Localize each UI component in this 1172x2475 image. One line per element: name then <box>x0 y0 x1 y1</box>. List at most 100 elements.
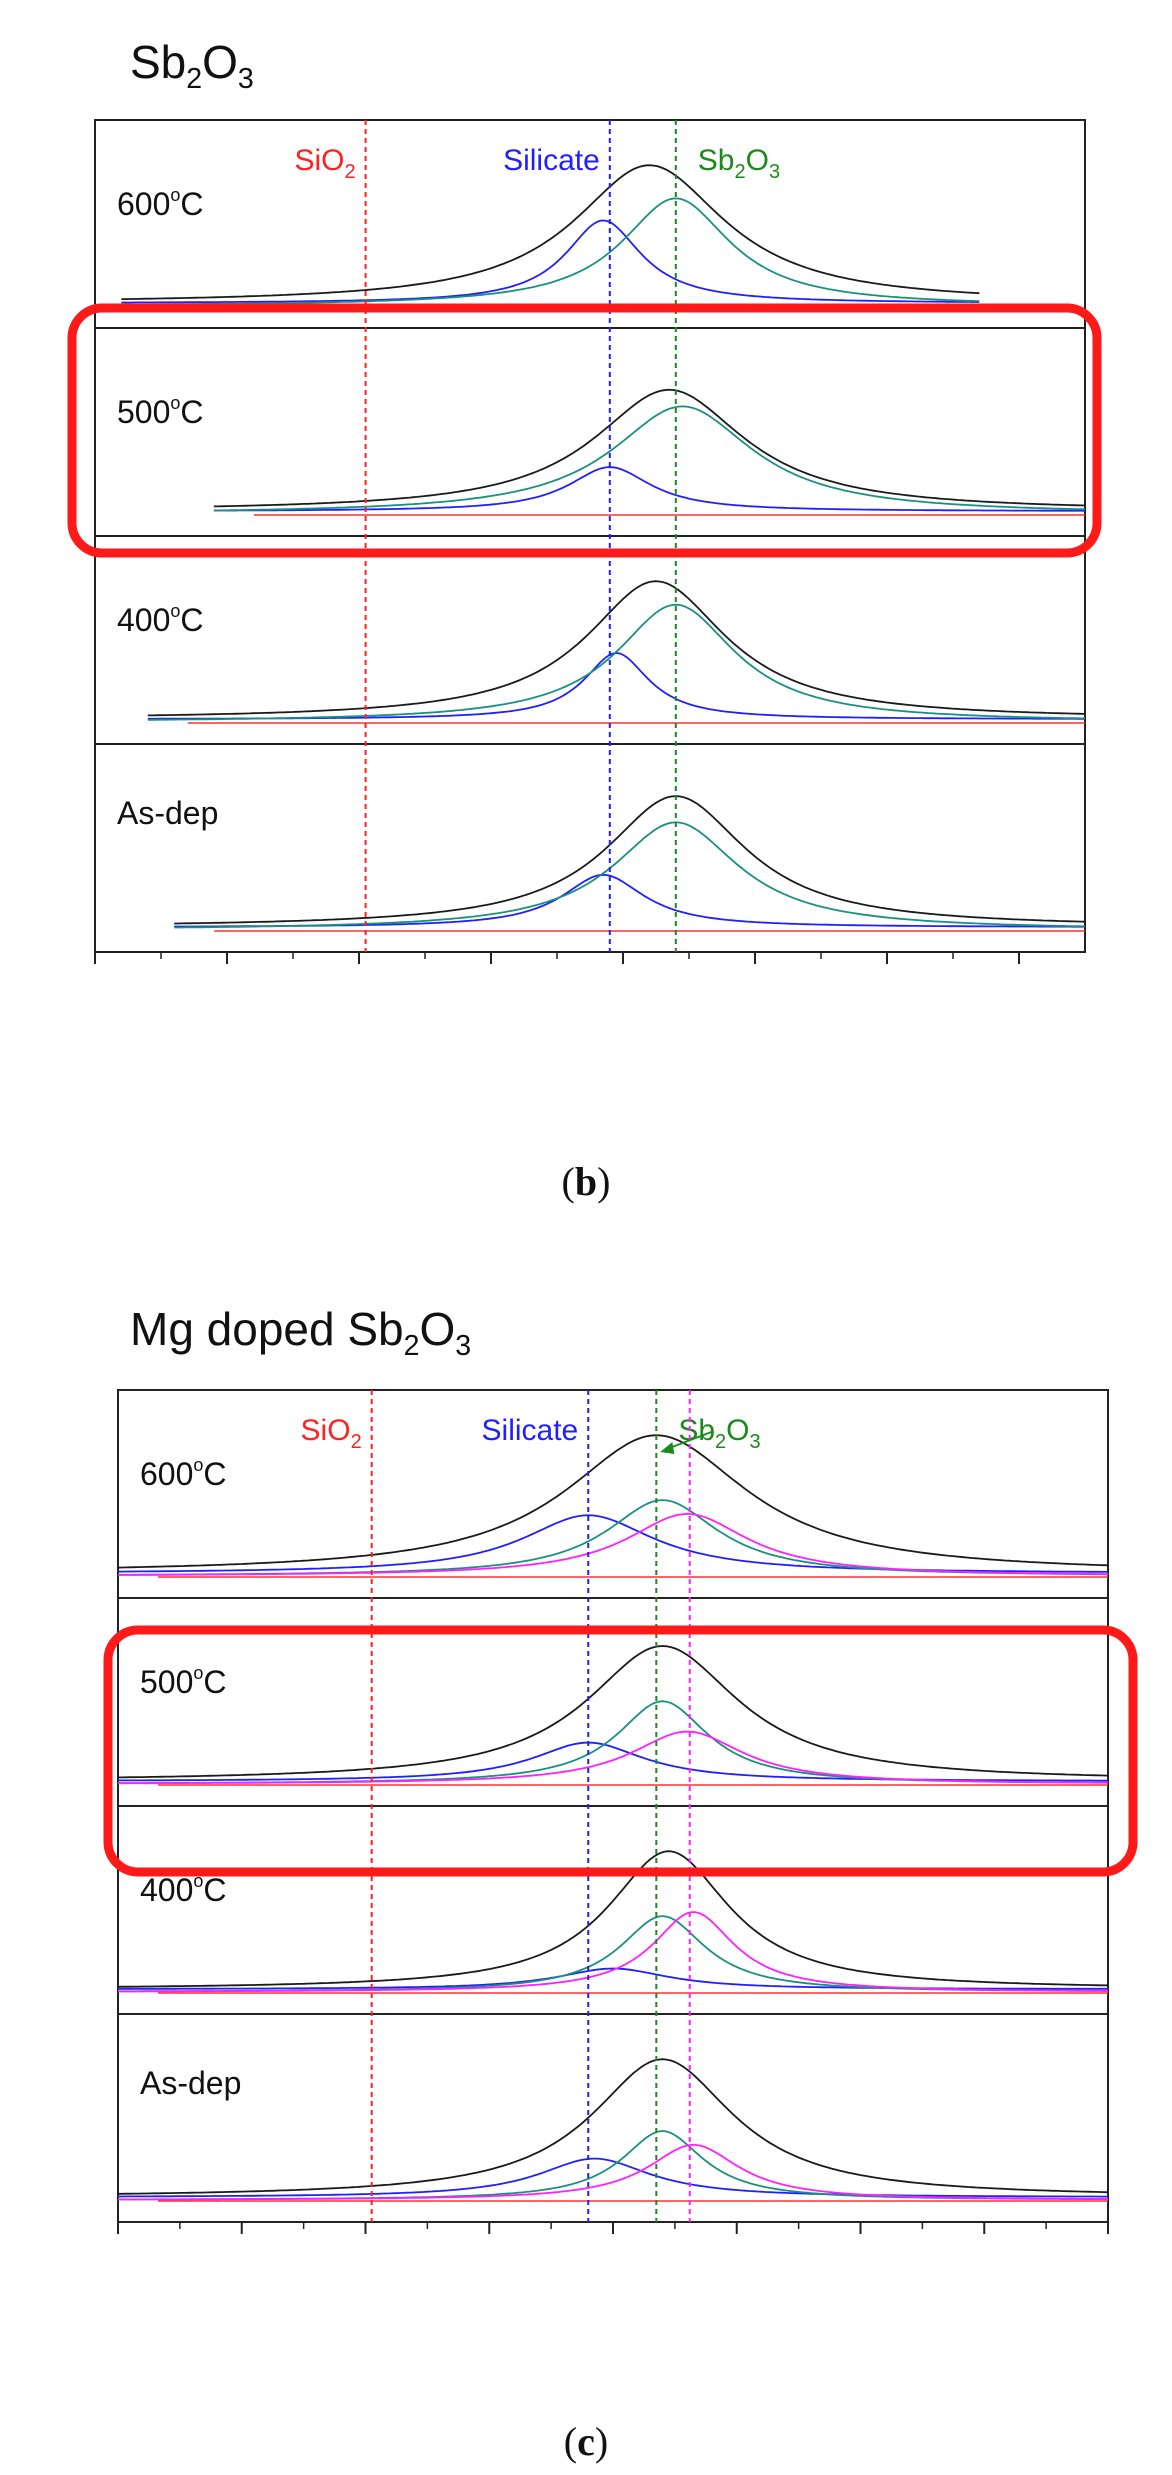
spectrum-panel: As-dep <box>94 743 1086 953</box>
reference-label-subscript: 2 <box>351 1431 362 1453</box>
envelope-curve <box>213 388 1086 508</box>
component-curve-silicate <box>147 652 1085 720</box>
title-subscript: 3 <box>238 63 254 95</box>
spectrum-panel: 600oC <box>117 1389 1109 1599</box>
reference-label-subscript: 2 <box>344 161 355 183</box>
highlight-box <box>67 303 1102 558</box>
envelope-curve <box>174 795 1086 925</box>
reference-label-text: O <box>746 144 769 177</box>
temperature-value: 500 <box>117 394 170 430</box>
panel-frame <box>94 743 1086 953</box>
reference-label-silicate: Silicate <box>503 144 600 177</box>
sample-label: As-dep <box>140 2065 241 2101</box>
reference-label-sio2: SiO2 <box>294 144 355 183</box>
degree-symbol: o <box>193 1663 203 1683</box>
reference-label-subscript: 3 <box>769 161 780 183</box>
temperature-label: 500oC <box>117 393 204 430</box>
sample-label: As-dep <box>117 795 218 831</box>
temperature-value: 400 <box>140 1872 193 1908</box>
caption-letter: b <box>575 1159 597 1204</box>
temperature-unit: C <box>180 186 203 222</box>
envelope-curve <box>117 1850 1109 1988</box>
component-curve-sb2o3 <box>147 603 1085 721</box>
temperature-label: 600oC <box>117 185 204 222</box>
spectrum-panel: 400oC <box>94 535 1086 745</box>
temperature-label: 500oC <box>140 1663 227 1700</box>
reference-label-sio2: SiO2 <box>301 1414 362 1453</box>
panel-frame <box>94 327 1086 537</box>
temperature-label: 400oC <box>140 1871 227 1908</box>
reference-label-sb2o3: Sb2O3 <box>698 144 780 183</box>
component-curve-sb2o3 <box>118 2130 1109 2201</box>
highlight-box <box>103 1625 1138 1877</box>
component-curve-sb2o3 <box>174 821 1086 929</box>
title-text: O <box>420 1303 456 1355</box>
degree-symbol: o <box>170 601 180 621</box>
title-subscript: 3 <box>455 1330 471 1362</box>
title-text: Mg doped Sb <box>130 1303 404 1355</box>
spectrum-panel: 400oC <box>117 1805 1109 2015</box>
reference-label-text: Sb <box>698 144 735 177</box>
envelope-curve <box>117 1434 1109 1569</box>
figure-caption: (c) <box>564 2419 608 2464</box>
caption-letter: c <box>577 2419 595 2464</box>
title-subscript: 2 <box>404 1330 420 1362</box>
panel-frame <box>117 1389 1109 1599</box>
component-curve-silicate <box>174 873 1085 928</box>
temperature-unit: C <box>203 1456 226 1492</box>
caption-paren: ) <box>595 2419 608 2464</box>
reference-label-text: O <box>726 1414 749 1447</box>
temperature-value: 600 <box>117 186 170 222</box>
component-curve-sb-o-mg <box>118 1730 1109 1785</box>
temperature-label: 600oC <box>140 1455 227 1492</box>
component-curve-silicate <box>118 2157 1108 2198</box>
component-curve-sb-o-mg <box>118 2144 1108 2201</box>
reference-label-subscript: 3 <box>749 1431 760 1453</box>
component-curve-silicate <box>117 1967 1109 1990</box>
temperature-label: 400oC <box>117 601 204 638</box>
caption-paren: ( <box>562 1159 575 1204</box>
degree-symbol: o <box>170 185 180 205</box>
temperature-unit: C <box>203 1872 226 1908</box>
envelope-curve <box>118 2058 1109 2195</box>
component-curve-sb2o3 <box>213 405 1086 512</box>
spectrum-panel: As-dep <box>117 2013 1109 2223</box>
chart-title: Mg doped Sb2O3 <box>130 1303 471 1362</box>
figure-caption: (b) <box>562 1159 611 1204</box>
pointer-arrowhead <box>660 1442 675 1454</box>
reference-label-silicate: Silicate <box>482 1414 579 1447</box>
reference-label-text: Silicate <box>482 1414 579 1447</box>
reference-label-subscript: 2 <box>735 161 746 183</box>
temperature-value: 600 <box>140 1456 193 1492</box>
component-curve-sb2o3 <box>118 1700 1108 1784</box>
degree-symbol: o <box>193 1455 203 1475</box>
component-curve-sb2o3 <box>121 197 980 306</box>
component-curve-silicate <box>121 219 980 304</box>
panel-frame <box>117 1805 1109 2015</box>
envelope-curve <box>121 164 980 300</box>
temperature-unit: C <box>180 602 203 638</box>
temperature-label: As-dep <box>117 795 218 831</box>
temperature-value: 400 <box>117 602 170 638</box>
reference-label-subscript: 2 <box>715 1431 726 1453</box>
degree-symbol: o <box>193 1871 203 1891</box>
temperature-label: As-dep <box>140 2065 241 2101</box>
temperature-value: 500 <box>140 1664 193 1700</box>
caption-paren: ) <box>597 1159 610 1204</box>
component-curve-silicate <box>213 466 1086 512</box>
reference-label-text: SiO <box>294 144 344 177</box>
temperature-unit: C <box>180 394 203 430</box>
title-text: O <box>202 36 238 88</box>
temperature-unit: C <box>203 1664 226 1700</box>
title-subscript: 2 <box>186 63 202 95</box>
spectrum-panel: 500oC <box>94 327 1086 537</box>
envelope-curve <box>118 1645 1109 1779</box>
caption-paren: ( <box>564 2419 577 2464</box>
chart-title: Sb2O3 <box>130 36 254 95</box>
reference-label-text: Silicate <box>503 144 600 177</box>
component-curve-sb-o-mg <box>117 1512 1108 1576</box>
title-text: Sb <box>130 36 186 88</box>
